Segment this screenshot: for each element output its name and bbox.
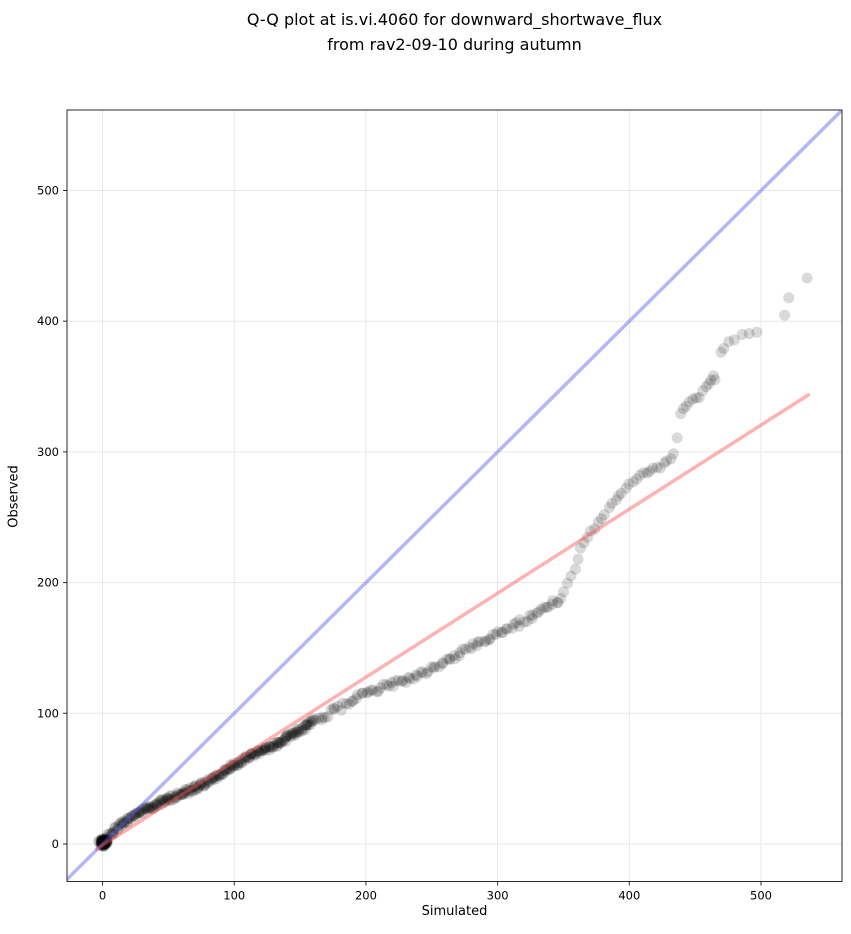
qq-scatter-points (93, 272, 813, 852)
chart-title-line2: from rav2-09-10 during autumn (327, 35, 582, 54)
y-tick-label: 0 (52, 837, 59, 851)
x-tick-label: 200 (355, 889, 377, 903)
x-tick-label: 100 (223, 889, 245, 903)
x-tick-label: 0 (99, 889, 106, 903)
x-tick-label: 400 (618, 889, 640, 903)
x-tick-label: 500 (750, 889, 772, 903)
y-tick-label: 200 (37, 576, 59, 590)
y-tick-label: 300 (37, 445, 59, 459)
grid-lines (67, 110, 842, 882)
plot-border (66, 109, 843, 882)
y-axis-label: Observed (6, 465, 22, 528)
identity-line (67, 110, 842, 882)
y-tick-label: 100 (37, 706, 59, 720)
x-tick-label: 300 (487, 889, 509, 903)
y-tick-label: 400 (37, 314, 59, 328)
fit-line (94, 393, 811, 851)
axis-tick-labels: 0 100 200 300 400 500 0 100 200 300 400 500 (37, 184, 772, 903)
chart-title-line1: Q-Q plot at is.vi.4060 for downward_shor… (246, 10, 663, 29)
chart-title: Q-Q plot at is.vi.4060 for downward_shor… (67, 7, 842, 57)
y-tick-label: 500 (37, 184, 59, 198)
x-axis-label: Simulated (421, 904, 488, 919)
axis-ticks (63, 190, 762, 886)
